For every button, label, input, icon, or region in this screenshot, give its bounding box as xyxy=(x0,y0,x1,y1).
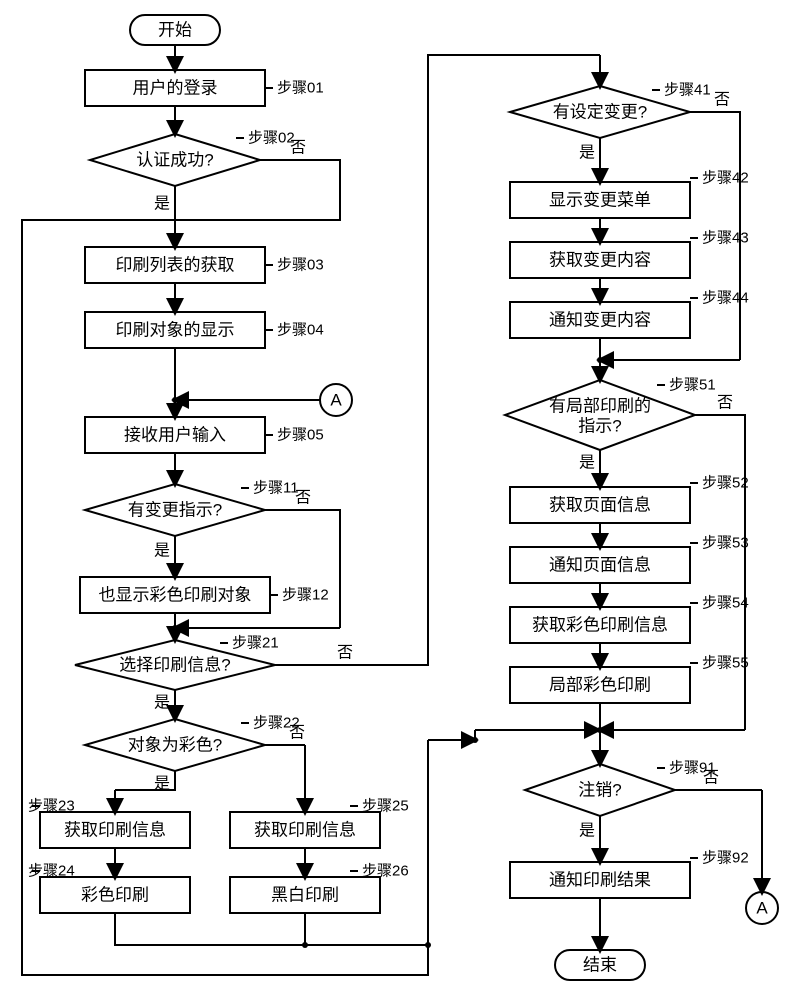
svg-text:是: 是 xyxy=(579,455,595,472)
svg-text:是: 是 xyxy=(579,823,595,840)
svg-text:局部彩色印刷: 局部彩色印刷 xyxy=(549,676,651,695)
svg-text:A: A xyxy=(330,391,342,410)
svg-text:否: 否 xyxy=(290,140,306,157)
svg-text:否: 否 xyxy=(337,645,353,662)
svg-text:结束: 结束 xyxy=(583,956,617,975)
svg-text:认证成功?: 认证成功? xyxy=(136,151,213,170)
svg-text:步骤25: 步骤25 xyxy=(362,798,409,815)
svg-text:步骤53: 步骤53 xyxy=(702,535,749,552)
svg-text:步骤01: 步骤01 xyxy=(277,80,324,97)
svg-text:是: 是 xyxy=(579,145,595,162)
svg-text:通知印刷结果: 通知印刷结果 xyxy=(549,871,651,890)
svg-text:是: 是 xyxy=(154,776,170,793)
svg-text:步骤04: 步骤04 xyxy=(277,322,324,339)
svg-text:接收用户输入: 接收用户输入 xyxy=(124,426,226,445)
svg-text:步骤26: 步骤26 xyxy=(362,863,409,880)
svg-text:获取印刷信息: 获取印刷信息 xyxy=(64,821,166,840)
svg-text:黑白印刷: 黑白印刷 xyxy=(271,886,339,905)
svg-text:有设定变更?: 有设定变更? xyxy=(553,103,647,122)
svg-text:步骤92: 步骤92 xyxy=(702,850,749,867)
svg-text:步骤42: 步骤42 xyxy=(702,170,749,187)
svg-text:步骤52: 步骤52 xyxy=(702,475,749,492)
svg-text:彩色印刷: 彩色印刷 xyxy=(81,886,149,905)
svg-text:开始: 开始 xyxy=(158,21,192,40)
svg-text:选择印刷信息?: 选择印刷信息? xyxy=(119,656,230,675)
svg-text:是: 是 xyxy=(154,196,170,213)
svg-text:获取页面信息: 获取页面信息 xyxy=(549,496,651,515)
svg-text:步骤51: 步骤51 xyxy=(669,377,716,394)
svg-text:A: A xyxy=(756,899,768,918)
svg-text:是: 是 xyxy=(154,543,170,560)
svg-text:步骤23: 步骤23 xyxy=(28,798,75,815)
svg-text:步骤05: 步骤05 xyxy=(277,427,324,444)
svg-text:步骤24: 步骤24 xyxy=(28,863,75,880)
svg-text:显示变更菜单: 显示变更菜单 xyxy=(549,191,651,210)
svg-text:通知页面信息: 通知页面信息 xyxy=(549,556,651,575)
svg-text:印刷列表的获取: 印刷列表的获取 xyxy=(116,256,235,275)
svg-text:否: 否 xyxy=(703,770,719,787)
svg-text:步骤11: 步骤11 xyxy=(253,480,299,497)
svg-text:步骤41: 步骤41 xyxy=(664,82,711,99)
svg-text:对象为彩色?: 对象为彩色? xyxy=(128,736,222,755)
svg-text:步骤12: 步骤12 xyxy=(282,587,329,604)
svg-text:用户的登录: 用户的登录 xyxy=(133,79,218,98)
svg-text:也显示彩色印刷对象: 也显示彩色印刷对象 xyxy=(99,586,252,605)
svg-text:获取彩色印刷信息: 获取彩色印刷信息 xyxy=(532,616,668,635)
svg-text:获取变更内容: 获取变更内容 xyxy=(549,251,651,270)
svg-text:通知变更内容: 通知变更内容 xyxy=(549,311,651,330)
svg-text:有变更指示?: 有变更指示? xyxy=(128,501,222,520)
svg-text:是: 是 xyxy=(154,695,170,712)
svg-text:否: 否 xyxy=(295,490,311,507)
svg-text:步骤54: 步骤54 xyxy=(702,595,749,612)
svg-text:步骤21: 步骤21 xyxy=(232,635,279,652)
svg-text:步骤43: 步骤43 xyxy=(702,230,749,247)
svg-text:步骤55: 步骤55 xyxy=(702,655,749,672)
svg-text:指示?: 指示? xyxy=(578,417,621,436)
svg-text:注销?: 注销? xyxy=(578,781,621,800)
svg-text:否: 否 xyxy=(289,725,305,742)
svg-text:获取印刷信息: 获取印刷信息 xyxy=(254,821,356,840)
svg-text:步骤02: 步骤02 xyxy=(248,130,295,147)
svg-text:否: 否 xyxy=(714,92,730,109)
svg-text:否: 否 xyxy=(717,395,733,412)
svg-text:印刷对象的显示: 印刷对象的显示 xyxy=(116,321,235,340)
svg-text:有局部印刷的: 有局部印刷的 xyxy=(549,397,651,416)
svg-text:步骤44: 步骤44 xyxy=(702,290,749,307)
svg-text:步骤03: 步骤03 xyxy=(277,257,324,274)
